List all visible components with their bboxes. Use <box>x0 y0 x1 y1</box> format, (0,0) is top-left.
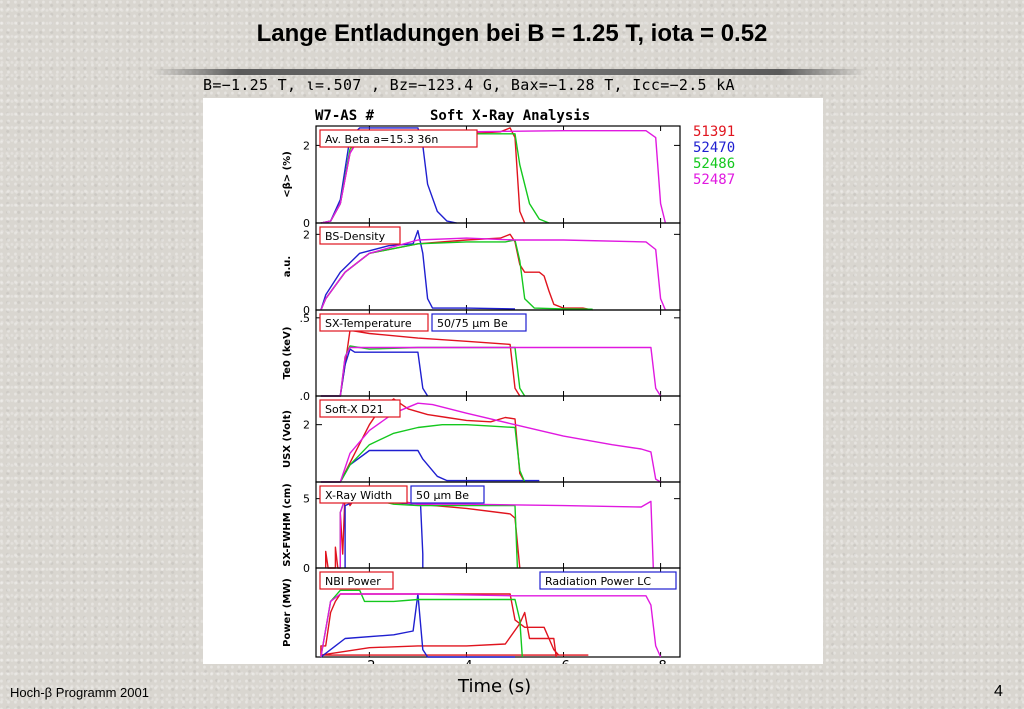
series-2-52470 <box>320 348 429 397</box>
series-4-52486 <box>339 495 519 569</box>
slide-title: Lange Entladungen bei B = 1.25 T, iota =… <box>256 20 768 47</box>
header-left: W7-AS # <box>315 108 375 124</box>
series-4-52470 <box>344 497 424 568</box>
chart-panel: W7-AS # Soft X-Ray Analysis 51391 52470 5248… <box>203 98 823 664</box>
annotation-box-2-0 <box>319 313 429 332</box>
parameter-line: B=−1.25 T, ι=.507 , Bz=−123.4 G, Bax=−1.… <box>203 76 735 94</box>
legend-entry-52487: 52487 <box>693 172 735 188</box>
series-5-52470 <box>320 593 515 658</box>
y-axis-label-3: USX (Volt) <box>282 410 293 468</box>
x-tick-label-2: .6 <box>557 659 569 664</box>
series-1-52470 <box>320 229 516 311</box>
series-5-52487 <box>320 593 662 658</box>
series-1-52487 <box>320 237 667 311</box>
legend-entry-52470: 52470 <box>693 140 735 156</box>
annotation-box-5-0 <box>319 571 394 590</box>
annotation-text-3-0: Soft-X D21 <box>325 403 384 416</box>
series-5-52486 <box>320 589 523 658</box>
y-tick-label-1-1: 2 <box>303 228 310 241</box>
legend-entry-51391: 51391 <box>693 124 735 140</box>
annotation-box-4-1 <box>410 485 485 504</box>
annotation-text-4-1: 50 μm Be <box>416 489 469 502</box>
annotation-box-5-1 <box>539 571 677 590</box>
x-tick-label-0: .2 <box>363 659 375 664</box>
y-axis-label-2: Te0 (keV) <box>282 327 293 380</box>
y-tick-label-4-1: 5 <box>303 493 310 506</box>
y-tick-label-3-0: 2 <box>303 419 310 432</box>
y-axis-label-1: a.u. <box>282 256 293 277</box>
annotation-text-2-0: SX-Temperature <box>325 317 412 330</box>
y-axis-label-4: SX-FWHM (cm) <box>282 483 293 566</box>
header-right: Soft X-Ray Analysis <box>430 108 590 124</box>
series-3-51391 <box>320 398 526 483</box>
annotation-box-1-0 <box>319 226 401 245</box>
y-tick-label-4-0: 0 <box>303 562 310 575</box>
soft-xray-chart: W7-AS # Soft X-Ray Analysis51391524705248… <box>282 108 735 664</box>
series-1-51391 <box>320 233 593 311</box>
annotation-text-5-0: NBI Power <box>325 575 381 588</box>
title-underline <box>152 69 866 75</box>
annotation-text-4-0: X-Ray Width <box>325 489 392 502</box>
y-tick-label-0-0: 0 <box>303 217 310 230</box>
x-tick-label-1: .4 <box>460 659 472 664</box>
series-3-52487 <box>320 402 661 483</box>
footer-program-label: Hoch-β Programm 2001 <box>10 685 149 700</box>
series-0-52470 <box>320 127 457 224</box>
y-tick-label-2-1: .5 <box>300 312 311 325</box>
y-tick-label-0-1: 2 <box>303 139 310 152</box>
page-number: 4 <box>994 683 1003 700</box>
series-5-51391 <box>320 593 589 658</box>
annotation-text-5-1: Radiation Power LC <box>545 575 651 588</box>
annotation-text-0-0: Av. Beta a=15.3 36n <box>325 133 438 146</box>
annotation-box-4-0 <box>319 485 408 504</box>
annotation-box-3-0 <box>319 399 401 418</box>
y-axis-label-5: Power (MW) <box>282 578 293 647</box>
series-3-52486 <box>320 424 526 483</box>
legend-entry-52486: 52486 <box>693 156 735 172</box>
y-axis-label-0: <β> (%) <box>282 151 293 198</box>
annotation-text-2-1: 50/75 μm Be <box>437 317 508 330</box>
y-tick-label-1-0: 0 <box>303 304 310 317</box>
annotation-text-1-0: BS-Density <box>325 230 386 243</box>
series-2-52487 <box>320 346 662 397</box>
series-2-51391 <box>320 329 521 397</box>
annotation-box-0-0 <box>319 129 478 148</box>
y-tick-label-2-0: .0 <box>300 390 311 403</box>
annotation-box-2-1 <box>431 313 527 332</box>
x-tick-label-3: .8 <box>654 659 666 664</box>
x-axis-label: Time (s) <box>458 676 532 697</box>
